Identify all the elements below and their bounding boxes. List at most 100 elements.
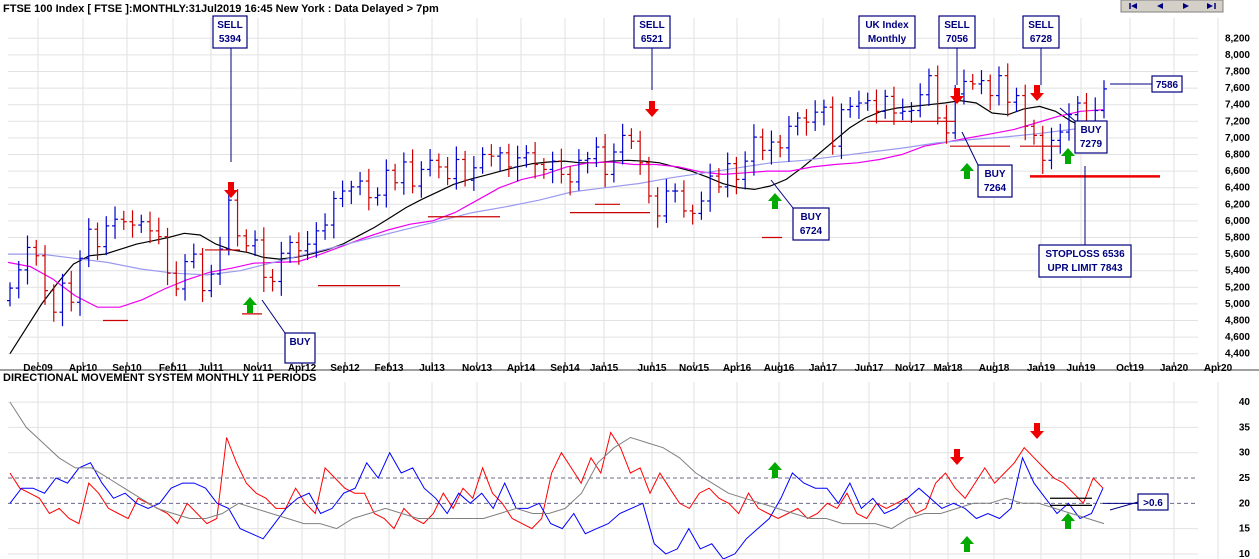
lower-y-axis: 10 15 20 25 30 35 40 (1239, 397, 1251, 559)
last-price-label: 7586 (1156, 80, 1179, 91)
stoploss-label: STOPLOSS 6536 (1045, 249, 1125, 260)
x-tick-label: Sep10 (112, 363, 142, 374)
signal-arrows (224, 85, 1075, 552)
x-tick-label: Nov17 (895, 363, 925, 374)
buy-signal-box (1074, 120, 1108, 154)
dms-threshold-label: >0.6 (1143, 498, 1163, 509)
upper-grid (8, 18, 1219, 362)
y-tick-label: 4,400 (1225, 349, 1250, 360)
y-tick-label: 6,200 (1225, 199, 1250, 210)
x-tick-label: Aug18 (979, 363, 1010, 374)
dms-line-grey (9, 401, 1105, 530)
buy-arrow-icon (960, 536, 974, 552)
last-price-box (1151, 75, 1183, 93)
dms-line-blue (9, 451, 1104, 559)
x-axis: Dec09 Apr10 Sep10 Feb11 Jul11 Nov11 Apr12 Sep12… (23, 362, 1233, 374)
buy-signal-box (977, 164, 1013, 198)
buy-arrow-icon (1061, 148, 1075, 164)
leader-line (770, 179, 794, 209)
x-tick-label: Apr20 (1204, 363, 1233, 374)
index-label-label: UK Index (865, 20, 909, 31)
sell-arrow-icon (1030, 423, 1044, 439)
y-tick-label: 4,800 (1225, 316, 1250, 327)
x-tick-label: Jan15 (590, 363, 619, 374)
x-tick-label: Jul13 (419, 363, 445, 374)
upper-y-axis: 4,400 4,600 4,800 5,000 5,200 5,400 5,600 5,800… (1225, 33, 1250, 359)
sell-signal-label: 6728 (1030, 34, 1053, 45)
sell-arrow-icon (645, 101, 659, 117)
buy-signal-label: BUY (800, 212, 821, 223)
sell-arrow-icon (950, 88, 964, 104)
x-tick-label: Apr10 (69, 363, 98, 374)
y-tick-label: 7,200 (1225, 116, 1250, 127)
dms-threshold-box (1137, 493, 1169, 511)
sell-signal-label: 7056 (946, 34, 969, 45)
sell-signal-box (938, 15, 976, 49)
x-tick-label: Jun17 (855, 363, 884, 374)
lower-grid (8, 382, 1219, 559)
leader-line (1059, 107, 1076, 122)
sell-arrow-icon (950, 449, 964, 465)
sell-signal-box (212, 15, 248, 49)
last-page-icon[interactable] (1200, 1, 1222, 11)
moving-averages (7, 99, 1104, 355)
sell-signal-label: 5394 (219, 34, 242, 45)
index-label-box (858, 15, 916, 49)
sell-signal-label: 6521 (641, 34, 664, 45)
sell-signal-label: SELL (1028, 20, 1054, 31)
x-tick-label: Jun19 (1067, 363, 1096, 374)
dms-y-tick-label: 10 (1239, 549, 1251, 559)
moving-average-magenta (7, 109, 1104, 308)
x-tick-label: Nov11 (243, 363, 273, 374)
x-tick-label: Dec09 (23, 363, 53, 374)
y-tick-label: 6,400 (1225, 183, 1250, 194)
stoploss-label: UPR LIMIT 7843 (1047, 263, 1122, 274)
lower-chart-title: DIRECTIONAL MOVEMENT SYSTEM MONTHLY 11 P… (3, 372, 316, 384)
x-tick-label: Oct19 (1116, 363, 1144, 374)
sell-signal-label: SELL (944, 20, 970, 31)
upper-chart-title: FTSE 100 Index [ FTSE ]:MONTHLY:31Jul201… (3, 3, 439, 15)
buy-arrow-icon (768, 193, 782, 209)
y-tick-label: 5,000 (1225, 299, 1250, 310)
y-tick-label: 6,600 (1225, 166, 1250, 177)
next-page-icon[interactable] (1174, 1, 1198, 11)
dms-y-tick-label: 15 (1239, 524, 1251, 535)
index-label-label: Monthly (868, 34, 907, 45)
sell-arrow-icon (1030, 85, 1044, 101)
x-tick-label: Jan20 (1160, 363, 1189, 374)
y-tick-label: 6,800 (1225, 150, 1250, 161)
y-tick-label: 5,800 (1225, 233, 1250, 244)
buy-signal-label: 7279 (1080, 139, 1103, 150)
dms-lines (9, 401, 1105, 559)
y-tick-label: 4,600 (1225, 332, 1250, 343)
dms-y-tick-label: 25 (1239, 473, 1251, 484)
lower-panel-background (0, 371, 1259, 559)
x-tick-label: Apr16 (723, 363, 752, 374)
sell-signal-label: SELL (639, 20, 665, 31)
previous-page-icon[interactable] (1148, 1, 1172, 11)
first-page-icon[interactable] (1122, 1, 1146, 11)
x-tick-label: Jul11 (198, 363, 223, 374)
buy-arrow-icon (1061, 513, 1075, 529)
buy-signal-label: BUY (1080, 125, 1101, 136)
signal-annotations: SELL 5394 SELL 6521 UK Index Monthly SELL 7056 S… (212, 15, 1183, 511)
x-tick-label: Nov13 (462, 363, 492, 374)
buy-arrow-icon (960, 163, 974, 179)
x-tick-label: Jan17 (809, 363, 838, 374)
y-tick-label: 5,600 (1225, 249, 1250, 260)
leader-line (961, 131, 979, 166)
navigation-bar (1120, 0, 1224, 13)
buy-signal-box (792, 207, 830, 241)
y-tick-label: 7,800 (1225, 67, 1250, 78)
x-tick-label: Apr12 (288, 363, 317, 374)
sell-signal-box (633, 15, 671, 49)
y-tick-label: 5,400 (1225, 266, 1250, 277)
x-tick-label: Mar18 (934, 363, 963, 374)
buy-signal-label: 7264 (984, 183, 1007, 194)
y-tick-label: 7,000 (1225, 133, 1250, 144)
dms-y-tick-label: 30 (1239, 448, 1251, 459)
x-tick-label: Aug16 (764, 363, 795, 374)
x-tick-label: Jun15 (638, 363, 667, 374)
buy-signal-box (284, 332, 316, 364)
